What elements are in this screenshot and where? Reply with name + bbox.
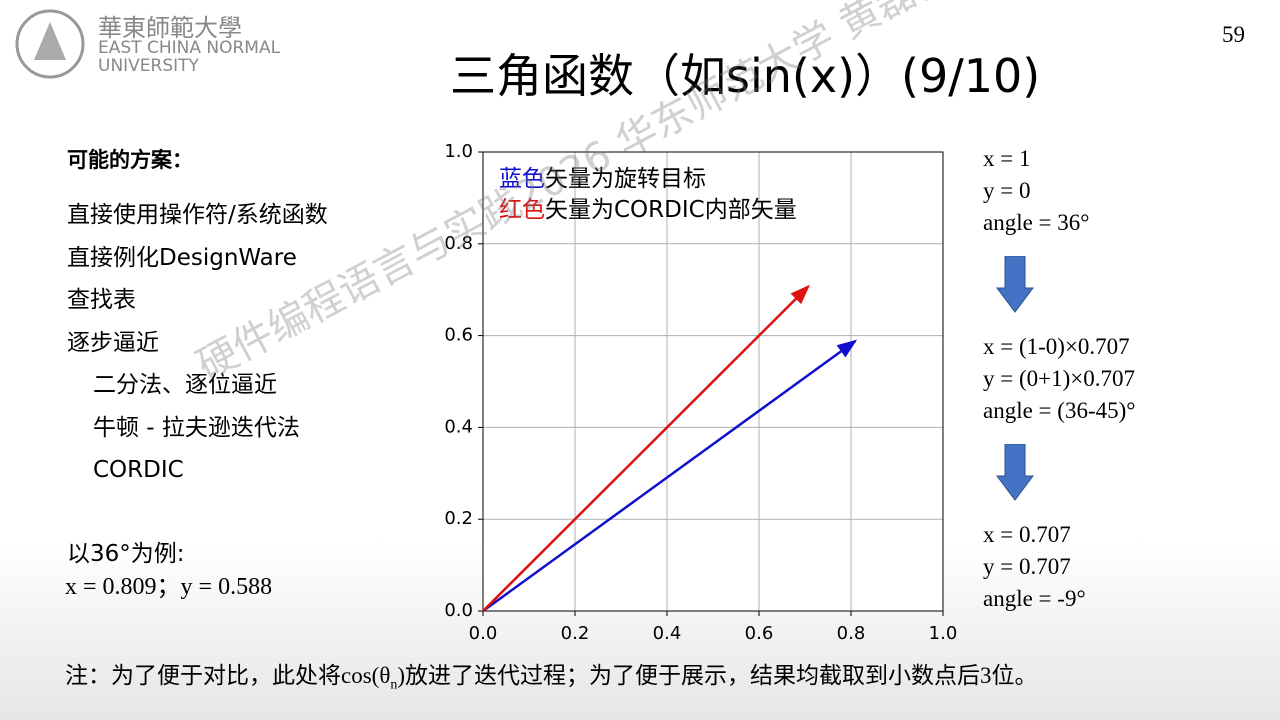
y-tick-label: 0.4 — [444, 416, 473, 437]
y-tick-label: 0.6 — [444, 325, 473, 346]
vector — [482, 339, 858, 613]
annotation: 蓝色矢量为旋转目标 — [499, 166, 706, 192]
step-line: y = (0+1)×0.707 — [983, 366, 1135, 391]
logo-line: EAST CHINA NORMAL — [98, 38, 281, 58]
list: 直接使用操作符/系统函数 直接例化DesignWare 查找表逐步逼近 — [67, 194, 328, 364]
y-tick-label: 0.2 — [444, 508, 473, 529]
step-line: x = (1-0)×0.707 — [983, 334, 1130, 359]
step-line: angle = (36-45)° — [983, 398, 1136, 423]
slide-title: 三角函数（如sin(x)）(9/10) — [450, 49, 1041, 103]
step: x = (1-0)×0.707 y = (0+1)×0.707 angle = (3… — [983, 331, 1135, 427]
annotation-highlight: 红色 — [499, 197, 545, 223]
step: x = 1 y = 0 angle = 36° — [983, 143, 1089, 239]
annotation-text: 矢量为CORDIC内部矢量 — [545, 197, 797, 223]
y-tick-label: 0.0 — [444, 600, 473, 621]
vector — [482, 284, 810, 612]
sub-item: CORDIC — [93, 457, 184, 483]
footnote-text: 注：为了便于对比，此处将cos(θ — [65, 663, 391, 688]
x-tick-label: 0.0 — [469, 623, 498, 644]
step-line: angle = -9° — [983, 586, 1086, 611]
list-item: 逐步逼近 — [67, 329, 159, 356]
plot-frame — [482, 151, 944, 612]
footnote-text: )放进了迭代过程；为了便于展示，结果均截取到小数点后3位。 — [397, 663, 1038, 688]
list-item: 直接例化DesignWare — [67, 244, 297, 271]
logo-line: UNIVERSITY — [98, 56, 199, 76]
sub-item: 二分法、逐位逼近 — [93, 372, 277, 398]
footnote-sub: n — [390, 677, 398, 693]
logo-emblem — [15, 9, 85, 79]
down-arrow — [996, 256, 1034, 313]
down-arrow — [996, 444, 1034, 501]
list-item: 查找表 — [67, 287, 136, 313]
step-line: y = 0.707 — [983, 554, 1071, 579]
step-line: angle = 36° — [983, 210, 1090, 235]
x-tick-label: 0.4 — [653, 623, 682, 644]
list-item: 直接使用操作符/系统函数 — [67, 202, 328, 228]
annotation-highlight: 蓝色 — [499, 166, 545, 192]
example-value: x = 0.809；y = 0.588 — [65, 574, 273, 600]
logo-english: EAST CHINA NORMAL UNIVERSITY — [98, 39, 280, 75]
page-number: 59 — [1222, 22, 1245, 47]
annotation-text: 矢量为旋转目标 — [545, 166, 706, 192]
heading: 可能的方案： — [67, 148, 193, 172]
annotation: 红色矢量为CORDIC内部矢量 — [499, 197, 797, 223]
example-title: 以36°为例: — [67, 541, 185, 567]
step-line: y = 0 — [983, 178, 1031, 203]
step-line: x = 1 — [983, 146, 1031, 171]
x-tick-label: 0.2 — [561, 623, 590, 644]
logo-chinese: 華東師範大學 — [98, 14, 242, 42]
x-tick-label: 0.6 — [745, 623, 774, 644]
y-tick-label: 0.8 — [444, 233, 473, 254]
sublist: 二分法、逐位逼近 牛顿 - 拉夫逊迭代法 CORDIC — [93, 364, 300, 492]
sub-item: 牛顿 - 拉夫逊迭代法 — [93, 414, 300, 441]
footnote: 注：为了便于对比，此处将cos(θn)放进了迭代过程；为了便于展示，结果均截取到… — [65, 656, 1038, 694]
y-tick-label: 1.0 — [444, 141, 473, 162]
x-tick-label: 0.8 — [837, 623, 866, 644]
step-line: x = 0.707 — [983, 522, 1071, 547]
x-tick-label: 1.0 — [929, 623, 958, 644]
step: x = 0.707 y = 0.707 angle = -9° — [983, 519, 1086, 615]
